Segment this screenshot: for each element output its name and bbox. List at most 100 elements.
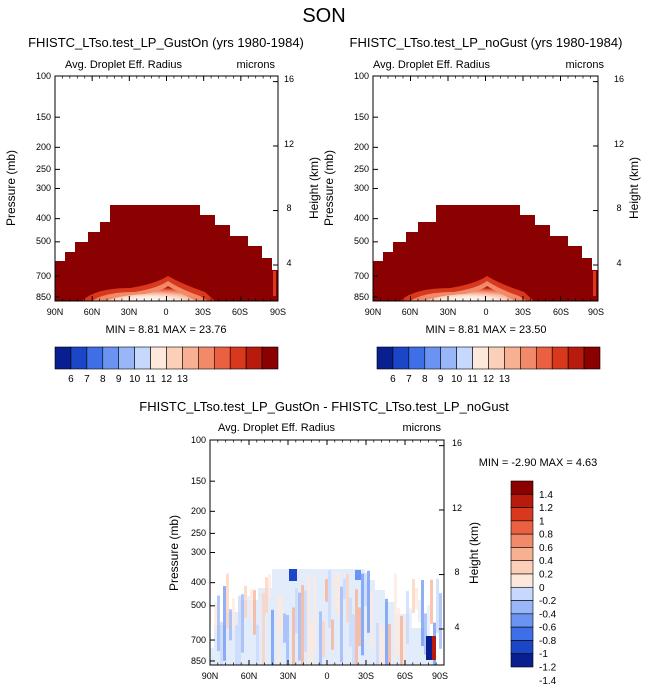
difference-streak bbox=[325, 579, 328, 602]
colorbar-swatch bbox=[567, 346, 585, 370]
difference-streak bbox=[343, 578, 346, 599]
colorbar-swatch bbox=[261, 346, 279, 370]
difference-streak bbox=[424, 613, 427, 655]
difference-streak bbox=[436, 578, 439, 633]
tick-marks bbox=[372, 75, 599, 301]
colorbar-label: 10 bbox=[129, 374, 141, 385]
colorbar-label: -0.2 bbox=[539, 596, 557, 607]
panel-title: FHISTC_LTso.test_LP_noGust (yrs 1980-198… bbox=[350, 35, 623, 50]
colorbar-swatch bbox=[510, 600, 534, 615]
cloud-field bbox=[55, 205, 278, 301]
colorbar-label: 13 bbox=[177, 374, 189, 385]
colorbar-label: 9 bbox=[116, 374, 122, 385]
difference-streak bbox=[316, 584, 319, 607]
difference-streak bbox=[289, 624, 292, 665]
difference-streak bbox=[301, 585, 304, 665]
difference-streak bbox=[244, 585, 247, 618]
colorbar-label: 1 bbox=[539, 516, 545, 527]
warm-core-inner bbox=[105, 286, 196, 301]
colorbar-label: 11 bbox=[145, 374, 156, 385]
height-tick-label: 12 bbox=[614, 139, 624, 149]
x-tick-labels: 90N 60N 30N 0 30S 60S 90S bbox=[202, 671, 448, 681]
colorbar-swatch bbox=[213, 346, 231, 370]
difference-streak bbox=[250, 588, 253, 620]
colorbar-swatch bbox=[70, 346, 88, 370]
y-tick-label: 850 bbox=[36, 292, 51, 302]
colorbar-swatch bbox=[166, 346, 183, 370]
colorbar-gust-on: 6 7 8 9 10 11 12 13 bbox=[54, 346, 279, 385]
y-axis-title: Pressure (mb) bbox=[4, 150, 18, 226]
height-tick-label: 16 bbox=[614, 74, 624, 84]
y-tick-label: 500 bbox=[191, 600, 206, 610]
colorbar-swatch bbox=[472, 346, 489, 370]
y-tick-label: 300 bbox=[191, 547, 206, 557]
difference-streak bbox=[322, 621, 325, 658]
x-tick-label: 90N bbox=[47, 307, 64, 317]
colorbar-label: -0.4 bbox=[539, 609, 557, 620]
y-tick-label: 100 bbox=[354, 71, 369, 81]
difference-streak bbox=[430, 579, 433, 624]
panel-no-gust: FHISTC_LTso.test_LP_noGust (yrs 1980-198… bbox=[322, 35, 641, 336]
difference-streak bbox=[220, 621, 223, 665]
colorbar-swatch bbox=[520, 346, 537, 370]
y-axis-title-right: Height (km) bbox=[467, 522, 481, 584]
min-max-stats: MIN = 8.81 MAX = 23.50 bbox=[425, 324, 546, 336]
height-tick-label: 4 bbox=[454, 622, 459, 632]
colorbar-label: 0.6 bbox=[539, 543, 553, 554]
y-axis-title-right: Height (km) bbox=[627, 157, 641, 219]
colorbar-swatch bbox=[510, 480, 534, 495]
colorbar-swatch bbox=[510, 533, 534, 548]
x-tick-label: 30S bbox=[515, 307, 531, 317]
colorbar-label: 6 bbox=[68, 374, 74, 385]
colorbar-swatch bbox=[150, 346, 167, 370]
difference-streak bbox=[355, 589, 358, 665]
variable-label: Avg. Droplet Eff. Radius bbox=[218, 422, 335, 434]
x-tick-label: 60S bbox=[553, 307, 569, 317]
difference-streak bbox=[427, 604, 430, 653]
x-tick-label: 60S bbox=[232, 307, 248, 317]
colorbar-label: -1.4 bbox=[539, 676, 557, 687]
difference-streak bbox=[346, 574, 349, 623]
difference-streak bbox=[277, 595, 280, 665]
difference-streak bbox=[313, 576, 316, 653]
y-tick-label: 150 bbox=[36, 112, 51, 122]
colorbar-swatch bbox=[510, 640, 534, 655]
colorbar-label: 12 bbox=[161, 374, 173, 385]
colorbar-difference: 1.4 1.2 1 0.8 0.6 0.4 0.2 0 -0.2 -0.4 -0.6 -0.8 -1 -1… bbox=[510, 480, 557, 687]
y-tick-label: 200 bbox=[36, 142, 51, 152]
colorbar-no-gust: 6 7 8 9 10 11 12 13 bbox=[376, 346, 601, 385]
colorbar-swatch bbox=[54, 346, 72, 370]
difference-streak bbox=[418, 599, 421, 623]
plot-area bbox=[210, 569, 442, 665]
difference-streak bbox=[439, 593, 442, 649]
colorbar-swatch bbox=[182, 346, 199, 370]
colorbar-label: 7 bbox=[406, 374, 412, 385]
y-tick-label: 200 bbox=[354, 142, 369, 152]
height-tick-label: 4 bbox=[286, 258, 291, 268]
difference-streak bbox=[391, 607, 394, 665]
colorbar-label: 12 bbox=[483, 374, 495, 385]
colorbar-swatch bbox=[510, 520, 534, 535]
x-tick-labels: 90N 60N 30N 0 30S 60S 90S bbox=[365, 307, 604, 317]
fringe-column bbox=[593, 271, 596, 296]
difference-streak bbox=[214, 602, 217, 631]
colorbar-swatch bbox=[551, 346, 569, 370]
height-tick-label: 4 bbox=[616, 258, 621, 268]
x-tick-label: 60N bbox=[84, 307, 101, 317]
height-tick-label: 12 bbox=[452, 503, 462, 513]
height-tick-label: 8 bbox=[616, 203, 621, 213]
difference-streak bbox=[382, 627, 385, 665]
difference-streak bbox=[361, 573, 364, 656]
colorbar-swatch bbox=[510, 493, 534, 508]
colorbar-swatch bbox=[118, 346, 135, 370]
difference-streak bbox=[310, 621, 313, 665]
y-tick-label: 400 bbox=[36, 213, 51, 223]
difference-streak bbox=[379, 623, 382, 665]
y-tick-labels: 100 150 200 250 300 400 500 700 850 bbox=[191, 435, 206, 666]
x-tick-label: 30N bbox=[121, 307, 138, 317]
difference-streak bbox=[370, 591, 373, 650]
difference-streak bbox=[289, 569, 297, 581]
right-tick-labels: 16 12 8 4 bbox=[614, 74, 624, 268]
difference-streak bbox=[286, 614, 289, 665]
